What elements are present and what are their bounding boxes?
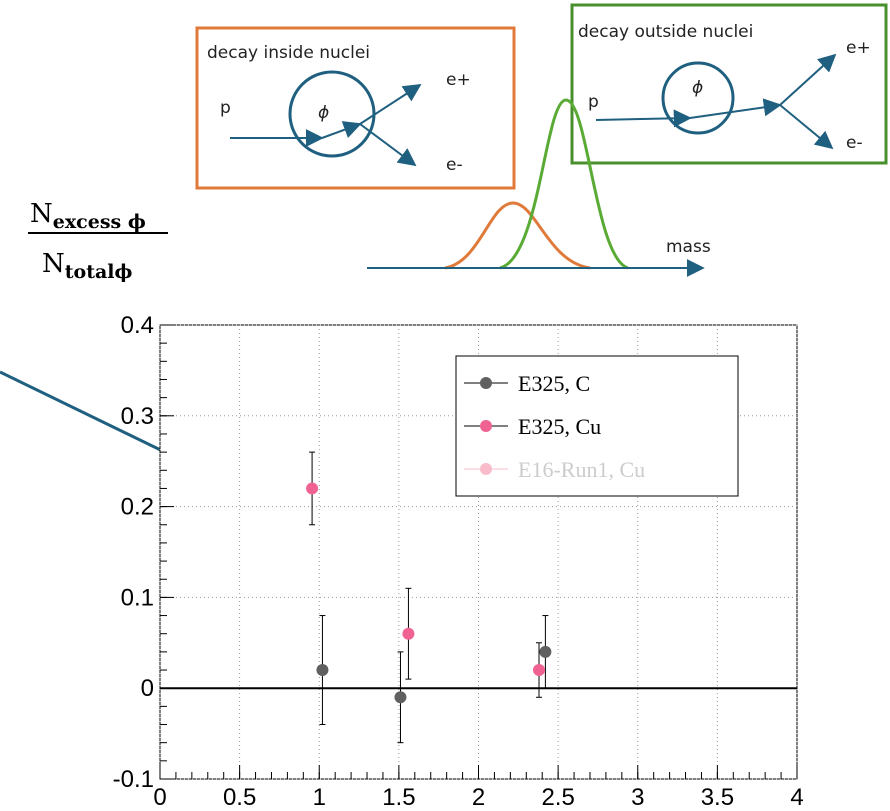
y-tick-label: 0.1 — [121, 584, 154, 611]
x-tick-label: 0.5 — [223, 784, 256, 811]
nucleus — [661, 61, 735, 135]
x-tick-label: 3 — [631, 784, 644, 811]
label: ϕ — [318, 103, 329, 123]
y-tick-label: 0.3 — [121, 403, 154, 430]
box — [570, 3, 888, 165]
point — [394, 691, 407, 704]
point — [539, 645, 552, 658]
legend-label: E16-Run1, Cu — [518, 457, 645, 482]
point — [306, 482, 319, 495]
point — [533, 664, 546, 677]
y-tick-label: 0.2 — [121, 494, 154, 521]
mass-sketch: mass — [367, 98, 711, 277]
label: p — [220, 98, 231, 118]
outside-diagram: decay outside nuclei p ϕ e+ e- — [570, 3, 888, 165]
label: p — [588, 92, 599, 112]
y-tick-label: 0.4 — [121, 312, 154, 339]
x-tick-label: 0 — [153, 784, 166, 811]
legend-marker — [480, 377, 492, 389]
arrow — [321, 121, 362, 139]
arrow — [779, 104, 834, 150]
arrow — [779, 53, 837, 106]
x-tick-label: 2 — [472, 784, 485, 811]
label: decay inside nuclei — [207, 43, 370, 63]
label: e- — [846, 133, 863, 153]
legend-label: E325, C — [518, 371, 590, 396]
label: e+ — [446, 70, 471, 90]
nucleus — [288, 70, 376, 158]
x-tick-label: 1 — [313, 784, 326, 811]
curve — [444, 201, 591, 270]
plot: 0 0.5 1 1.5 2 2.5 3 3.5 4-0.100.10.20.30.4E325, … — [113, 312, 804, 811]
arrow — [359, 123, 417, 167]
label: e- — [446, 155, 463, 175]
y-tick-label: -0.1 — [113, 766, 154, 793]
curve — [499, 98, 629, 270]
arrow — [595, 109, 692, 128]
arrow — [689, 98, 782, 119]
inside-diagram: decay inside nuclei p ϕ e+ e- — [195, 26, 516, 190]
box — [195, 26, 516, 190]
x-tick-label: 3.5 — [701, 784, 734, 811]
point — [402, 627, 415, 640]
point — [316, 664, 329, 677]
y-tick-label: 0 — [141, 675, 154, 702]
legend-marker — [480, 463, 492, 475]
x-tick-label: 2.5 — [541, 784, 574, 811]
label: mass — [666, 237, 711, 257]
denominator: Ntotalϕ — [42, 249, 133, 283]
x-tick-label: 4 — [790, 784, 803, 811]
legend-marker — [480, 420, 492, 432]
numerator: Nexcess ϕ — [30, 199, 146, 233]
label: ϕ — [692, 78, 703, 98]
label: e+ — [846, 38, 871, 58]
x-tick-label: 1.5 — [382, 784, 415, 811]
y-axis-label: Nexcess ϕ Ntotalϕ — [28, 199, 168, 283]
legend-label: E325, Cu — [518, 414, 601, 439]
label: decay outside nuclei — [578, 22, 753, 42]
arrow — [359, 84, 422, 125]
